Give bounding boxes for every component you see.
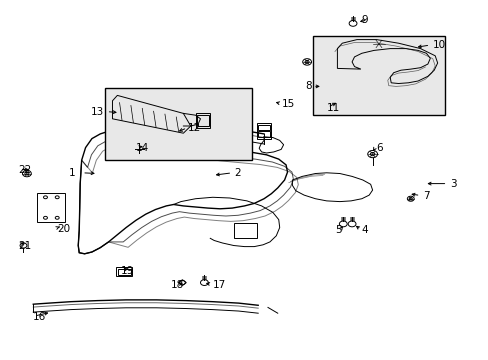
- Text: 8: 8: [305, 81, 311, 91]
- Text: 11: 11: [326, 103, 339, 113]
- Bar: [195, 113, 210, 128]
- Bar: [105, 88, 251, 160]
- Text: 1: 1: [69, 168, 76, 178]
- Text: 4: 4: [361, 225, 368, 235]
- Text: 14: 14: [136, 143, 149, 153]
- Text: 22: 22: [19, 165, 32, 175]
- Bar: [233, 223, 257, 238]
- Text: 17: 17: [212, 280, 225, 290]
- Text: 21: 21: [19, 240, 32, 251]
- Text: 20: 20: [58, 224, 71, 234]
- Text: 7: 7: [422, 191, 429, 201]
- Bar: [197, 115, 208, 126]
- Text: 12: 12: [188, 123, 201, 133]
- Text: 5: 5: [335, 225, 342, 235]
- Bar: [258, 125, 269, 130]
- Text: 19: 19: [121, 266, 134, 276]
- Text: 16: 16: [33, 312, 46, 322]
- Bar: [258, 131, 269, 137]
- Text: 15: 15: [282, 99, 295, 109]
- Text: 10: 10: [432, 40, 445, 50]
- Bar: [312, 36, 444, 115]
- Text: 13: 13: [91, 107, 104, 117]
- Bar: [256, 123, 271, 139]
- Text: 6: 6: [376, 143, 383, 153]
- Text: 9: 9: [361, 15, 368, 25]
- Text: 18: 18: [171, 280, 184, 290]
- Bar: [118, 269, 130, 275]
- Text: 2: 2: [234, 168, 241, 178]
- Bar: [37, 193, 65, 222]
- Text: 3: 3: [449, 179, 456, 189]
- Bar: [116, 267, 132, 276]
